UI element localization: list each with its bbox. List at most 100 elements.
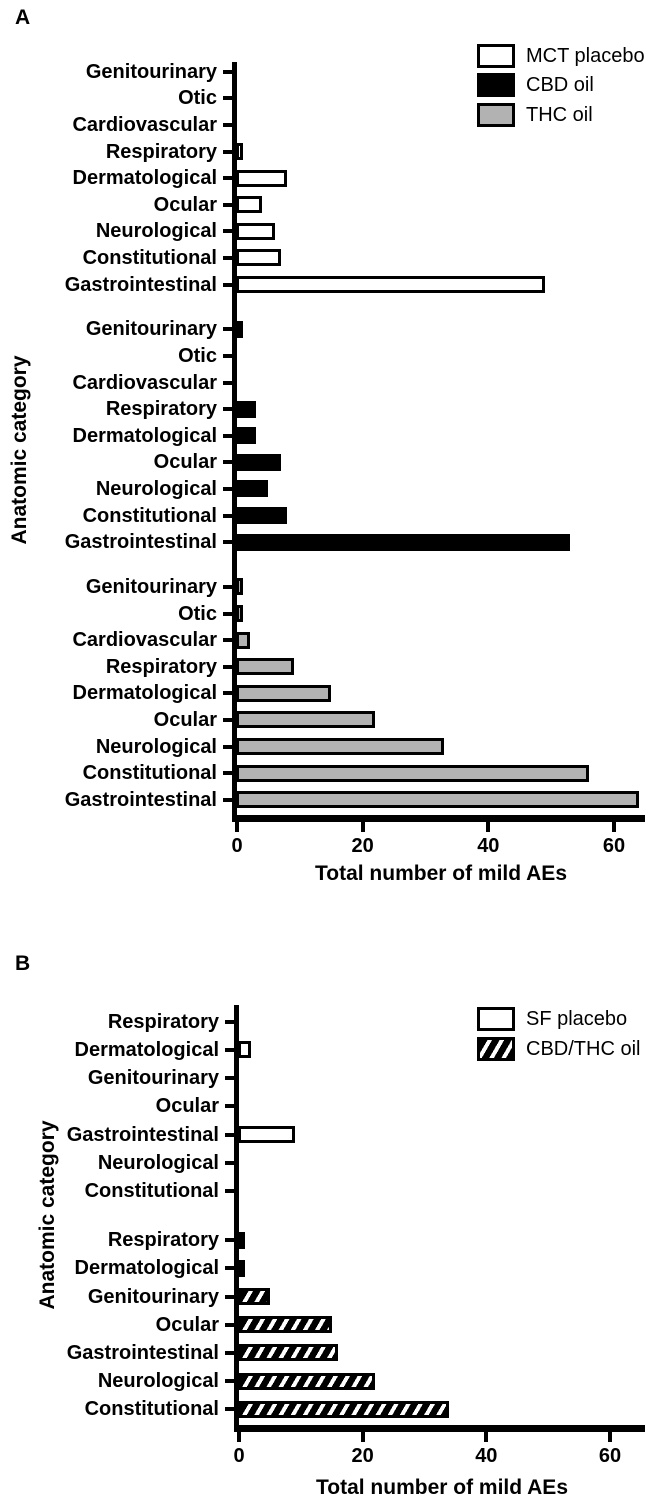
category-label: Neurological	[97, 1151, 219, 1174]
category-tick	[223, 664, 232, 669]
bar-cbd-oil-constitutional	[236, 507, 288, 524]
bar-cbd-thc-oil-respiratory	[238, 1231, 246, 1249]
category-label: Otic	[178, 602, 217, 625]
x-axis-title: Total number of mild AEs	[314, 862, 567, 885]
category-tick	[223, 460, 232, 465]
bar-thc-oil-constitutional	[236, 764, 589, 782]
category-tick	[223, 433, 232, 438]
category-tick	[223, 149, 232, 154]
category-tick	[223, 611, 232, 616]
category-label: Genitourinary	[87, 1285, 219, 1308]
legend-swatch-gray	[477, 102, 515, 127]
legend-label: CBD oil	[526, 74, 594, 97]
legend-label: CBD/THC oil	[526, 1037, 641, 1060]
x-axis-tick	[484, 1425, 489, 1442]
bar-cbd-thc-oil-dermatological	[238, 1259, 246, 1277]
legend-label: MCT placebo	[526, 45, 645, 67]
panel-b-label: B	[15, 952, 31, 975]
category-tick	[225, 1379, 234, 1384]
x-axis-tick-label: 20	[351, 835, 374, 857]
x-axis-tick-label: 40	[477, 835, 500, 857]
category-label: Dermatological	[74, 1038, 219, 1061]
category-label: Neurological	[95, 477, 217, 500]
bar-cbd-oil-ocular	[236, 453, 281, 471]
category-tick	[225, 1132, 234, 1137]
legend-swatch-white	[477, 44, 515, 68]
bar-mct-placebo-ocular	[236, 196, 263, 214]
category-tick	[225, 1104, 234, 1109]
category-label: Genitourinary	[85, 60, 217, 83]
category-tick	[223, 744, 232, 749]
bar-cbd-oil-gastrointestinal	[236, 533, 570, 551]
category-label: Constitutional	[84, 1179, 219, 1202]
x-axis-tick	[360, 815, 365, 832]
category-label: Ocular	[153, 451, 217, 474]
category-tick	[223, 513, 232, 518]
category-label: Gastrointestinal	[64, 273, 217, 296]
legend-label: THC oil	[526, 103, 593, 126]
x-axis-tick-label: 60	[598, 1445, 622, 1467]
bar-sf-placebo-dermatological	[238, 1041, 252, 1059]
x-axis-title: Total number of mild AEs	[315, 1476, 568, 1499]
bar-sf-placebo-gastrointestinal	[238, 1126, 295, 1143]
bar-cbd-oil-dermatological	[236, 427, 256, 445]
category-tick	[223, 638, 232, 643]
category-label: Respiratory	[107, 1010, 219, 1033]
x-axis-tick	[235, 815, 239, 832]
bar-thc-oil-gastrointestinal	[236, 791, 640, 809]
category-label: Genitourinary	[85, 318, 217, 341]
bar-cbd-thc-oil-constitutional	[238, 1400, 450, 1418]
x-axis-tick-label: 0	[233, 1445, 245, 1467]
category-tick	[223, 584, 232, 589]
category-label: Cardiovascular	[72, 371, 217, 394]
category-tick	[225, 1160, 234, 1165]
x-axis-tick	[607, 1425, 612, 1442]
category-tick	[223, 540, 232, 545]
category-label: Respiratory	[107, 1229, 219, 1252]
y-axis-line	[234, 1005, 239, 1432]
x-axis-tick	[237, 1425, 241, 1442]
category-tick	[225, 1266, 234, 1271]
category-label: Dermatological	[72, 424, 217, 447]
category-tick	[225, 1350, 234, 1355]
bar-cbd-oil-genitourinary	[236, 320, 244, 338]
category-label: Otic	[178, 87, 217, 110]
category-tick	[223, 797, 232, 802]
bar-mct-placebo-respiratory	[236, 143, 244, 160]
bar-mct-placebo-gastrointestinal	[236, 276, 545, 293]
bar-thc-oil-cardiovascular	[236, 631, 250, 649]
category-tick	[223, 691, 232, 696]
category-tick	[223, 486, 232, 491]
bar-cbd-oil-respiratory	[236, 400, 256, 418]
category-tick	[223, 96, 232, 101]
category-tick	[225, 1076, 234, 1081]
panel-a-label: A	[15, 6, 31, 29]
bar-cbd-thc-oil-gastrointestinal	[238, 1344, 338, 1362]
bar-thc-oil-dermatological	[236, 684, 332, 702]
category-label: Ocular	[155, 1313, 219, 1336]
category-label: Respiratory	[105, 398, 217, 421]
category-label: Cardiovascular	[72, 629, 217, 652]
bar-thc-oil-ocular	[236, 711, 376, 729]
legend-label: SF placebo	[526, 1008, 628, 1030]
category-tick	[225, 1047, 234, 1052]
category-tick	[223, 407, 232, 412]
category-label: Constitutional	[84, 1398, 219, 1421]
legend-swatch-white	[477, 1007, 515, 1031]
category-tick	[223, 771, 232, 776]
legend-swatch-hatch	[477, 1036, 515, 1061]
bar-mct-placebo-dermatological	[236, 169, 288, 187]
category-label: Ocular	[153, 193, 217, 216]
legend-swatch-black	[477, 73, 515, 98]
y-axis-line	[232, 62, 237, 822]
category-label: Gastrointestinal	[66, 1341, 219, 1364]
bar-cbd-thc-oil-genitourinary	[238, 1288, 270, 1305]
bar-mct-placebo-neurological	[236, 222, 275, 240]
category-label: Otic	[178, 344, 217, 367]
category-label: Gastrointestinal	[66, 1123, 219, 1146]
category-label: Genitourinary	[87, 1067, 219, 1090]
x-axis-tick-label: 0	[231, 835, 243, 857]
category-tick	[223, 229, 232, 234]
category-tick	[225, 1188, 234, 1193]
